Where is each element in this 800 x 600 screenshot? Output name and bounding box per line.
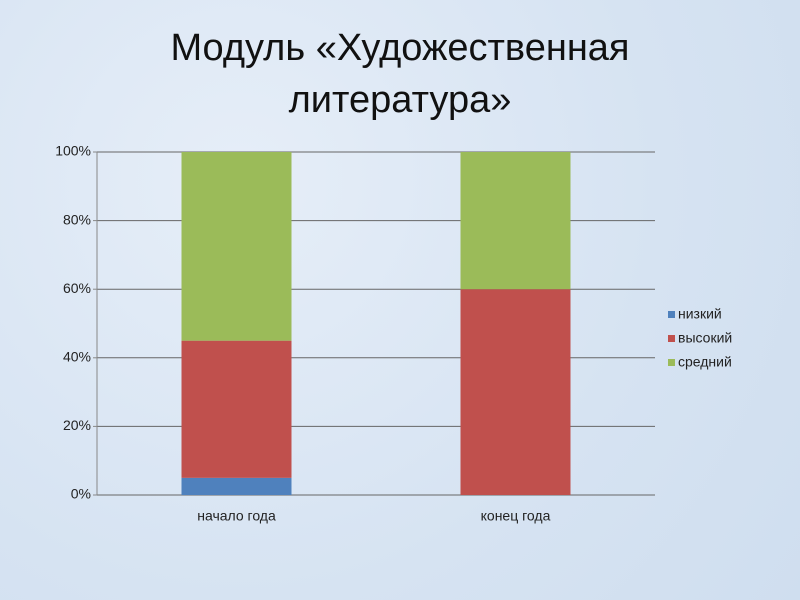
legend-swatch [668, 335, 675, 342]
legend-swatch [668, 359, 675, 366]
y-tick-label: 100% [55, 143, 91, 159]
bar-segment [460, 152, 571, 290]
y-tick-label: 40% [63, 349, 91, 365]
bar-segment [181, 477, 292, 495]
legend-label: низкий [678, 306, 722, 322]
bar-segment [181, 152, 292, 341]
x-tick-label: начало года [197, 508, 276, 524]
chart-title: Модуль «Художественная литература» [170, 27, 630, 121]
x-tick-label: конец года [481, 508, 551, 524]
legend-label: высокий [678, 330, 732, 346]
bar-segment [460, 289, 571, 495]
y-tick-label: 60% [63, 280, 91, 296]
legend-swatch [668, 311, 675, 318]
bar-segment [181, 340, 292, 478]
y-tick-label: 80% [63, 211, 91, 227]
y-tick-label: 20% [63, 417, 91, 433]
legend-label: средний [678, 354, 732, 370]
y-tick-label: 0% [71, 486, 91, 502]
